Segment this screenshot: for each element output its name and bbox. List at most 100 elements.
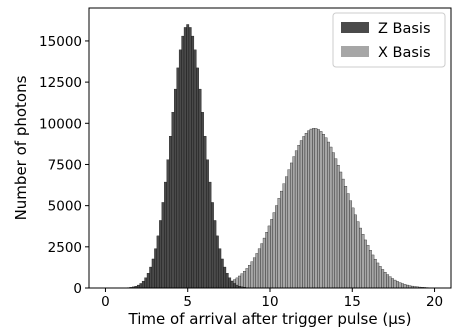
x-basis-bar	[317, 129, 320, 289]
x-basis-bar	[393, 279, 397, 289]
z-basis-bars	[114, 24, 261, 289]
x-basis-bar	[252, 257, 256, 289]
x-basis-bar	[319, 131, 323, 289]
z-basis-bar	[166, 159, 170, 289]
x-basis-bar	[262, 237, 266, 289]
y-tick-label: 7500	[48, 157, 82, 173]
legend: Z Basis X Basis	[332, 12, 446, 68]
x-basis-bar	[248, 265, 251, 289]
z-basis-bar	[225, 273, 229, 289]
y-tick-label: 0	[73, 281, 82, 297]
z-basis-bar	[211, 202, 214, 289]
x-basis-bar	[302, 136, 306, 289]
x-basis-bar	[322, 134, 325, 289]
x-basis-bar	[344, 186, 348, 289]
x-basis-bar	[285, 176, 288, 289]
x-basis-bar	[341, 178, 345, 289]
y-axis-ticks: 0 2500 5000 7500 10000 12500 15000	[39, 34, 89, 297]
x-basis-bars	[186, 128, 431, 289]
z-basis-bar	[146, 273, 150, 289]
z-basis-bar	[191, 35, 195, 289]
z-basis-bar	[141, 280, 145, 289]
z-basis-bar	[161, 202, 165, 289]
x-basis-bar	[403, 284, 407, 289]
x-basis-bar	[329, 146, 333, 289]
x-basis-bar	[378, 266, 382, 289]
y-tick-label: 10000	[39, 116, 82, 132]
legend-label-x-basis: X Basis	[378, 45, 431, 61]
x-basis-bar	[373, 258, 377, 289]
y-tick-label: 5000	[48, 199, 82, 215]
x-basis-bar	[398, 282, 402, 289]
x-basis-bar	[299, 140, 303, 289]
z-basis-bar	[203, 135, 207, 289]
z-basis-bar	[228, 277, 232, 289]
x-basis-bar	[364, 239, 367, 289]
x-basis-bar	[334, 158, 338, 289]
x-basis-bar	[339, 171, 343, 289]
y-tick-label: 12500	[39, 75, 82, 91]
x-basis-bar	[255, 253, 259, 289]
x-basis-bar	[356, 221, 360, 289]
z-basis-bar	[233, 283, 237, 289]
z-basis-bar	[181, 35, 185, 289]
x-basis-bar	[307, 130, 311, 289]
z-basis-bar	[171, 112, 175, 289]
z-basis-bar	[206, 159, 209, 289]
x-axis-ticks: 0 5 10 15 20	[101, 288, 443, 310]
x-basis-bar	[336, 165, 340, 289]
x-basis-bar	[346, 193, 350, 289]
x-basis-bar	[312, 128, 315, 289]
x-basis-bar	[386, 274, 390, 289]
z-basis-bar	[230, 280, 234, 289]
legend-swatch-x-basis	[341, 46, 369, 57]
z-basis-bar	[193, 49, 197, 289]
x-basis-bar	[354, 214, 357, 289]
x-basis-bar	[275, 205, 278, 289]
z-basis-bar	[139, 283, 143, 289]
x-basis-bar	[282, 183, 286, 289]
z-basis-bar	[208, 181, 212, 289]
x-tick-label: 5	[183, 294, 192, 310]
z-basis-bar	[169, 135, 172, 289]
x-basis-bar	[290, 162, 293, 289]
z-basis-bar	[144, 277, 148, 289]
x-basis-bar	[287, 169, 291, 289]
x-basis-bar	[391, 278, 394, 289]
x-basis-bar	[396, 281, 399, 289]
z-basis-bar	[149, 266, 153, 289]
legend-swatch-z-basis	[341, 22, 369, 33]
x-basis-bar	[331, 152, 335, 289]
x-basis-bar	[368, 250, 372, 289]
x-basis-bar	[314, 128, 318, 289]
x-basis-bar	[327, 141, 330, 289]
x-basis-bar	[294, 150, 298, 289]
z-basis-bar	[176, 67, 180, 289]
legend-label-z-basis: Z Basis	[378, 21, 431, 37]
y-axis-label: Number of photons	[12, 75, 30, 220]
x-basis-bar	[371, 254, 375, 289]
x-basis-bar	[267, 225, 271, 289]
y-tick-label: 15000	[39, 34, 82, 50]
x-basis-bar	[383, 272, 387, 289]
x-tick-label: 15	[344, 294, 361, 310]
x-basis-bar	[280, 190, 283, 289]
x-basis-bar	[270, 219, 274, 289]
x-basis-bar	[277, 198, 281, 289]
x-basis-bar	[245, 268, 249, 289]
z-basis-bar	[213, 220, 217, 289]
z-basis-bar	[154, 248, 158, 289]
z-basis-bar	[151, 258, 155, 289]
z-basis-bar	[164, 181, 167, 289]
x-basis-bar	[309, 128, 313, 289]
z-basis-bar	[196, 67, 199, 289]
x-basis-bar	[240, 273, 244, 289]
x-tick-label: 0	[101, 294, 110, 310]
z-basis-bar	[215, 235, 219, 289]
x-basis-bar	[324, 137, 328, 289]
x-tick-label: 20	[426, 294, 443, 310]
z-basis-bar	[223, 266, 227, 289]
x-basis-bar	[250, 261, 254, 289]
x-basis-bar	[351, 207, 355, 289]
x-basis-bar	[388, 276, 392, 289]
